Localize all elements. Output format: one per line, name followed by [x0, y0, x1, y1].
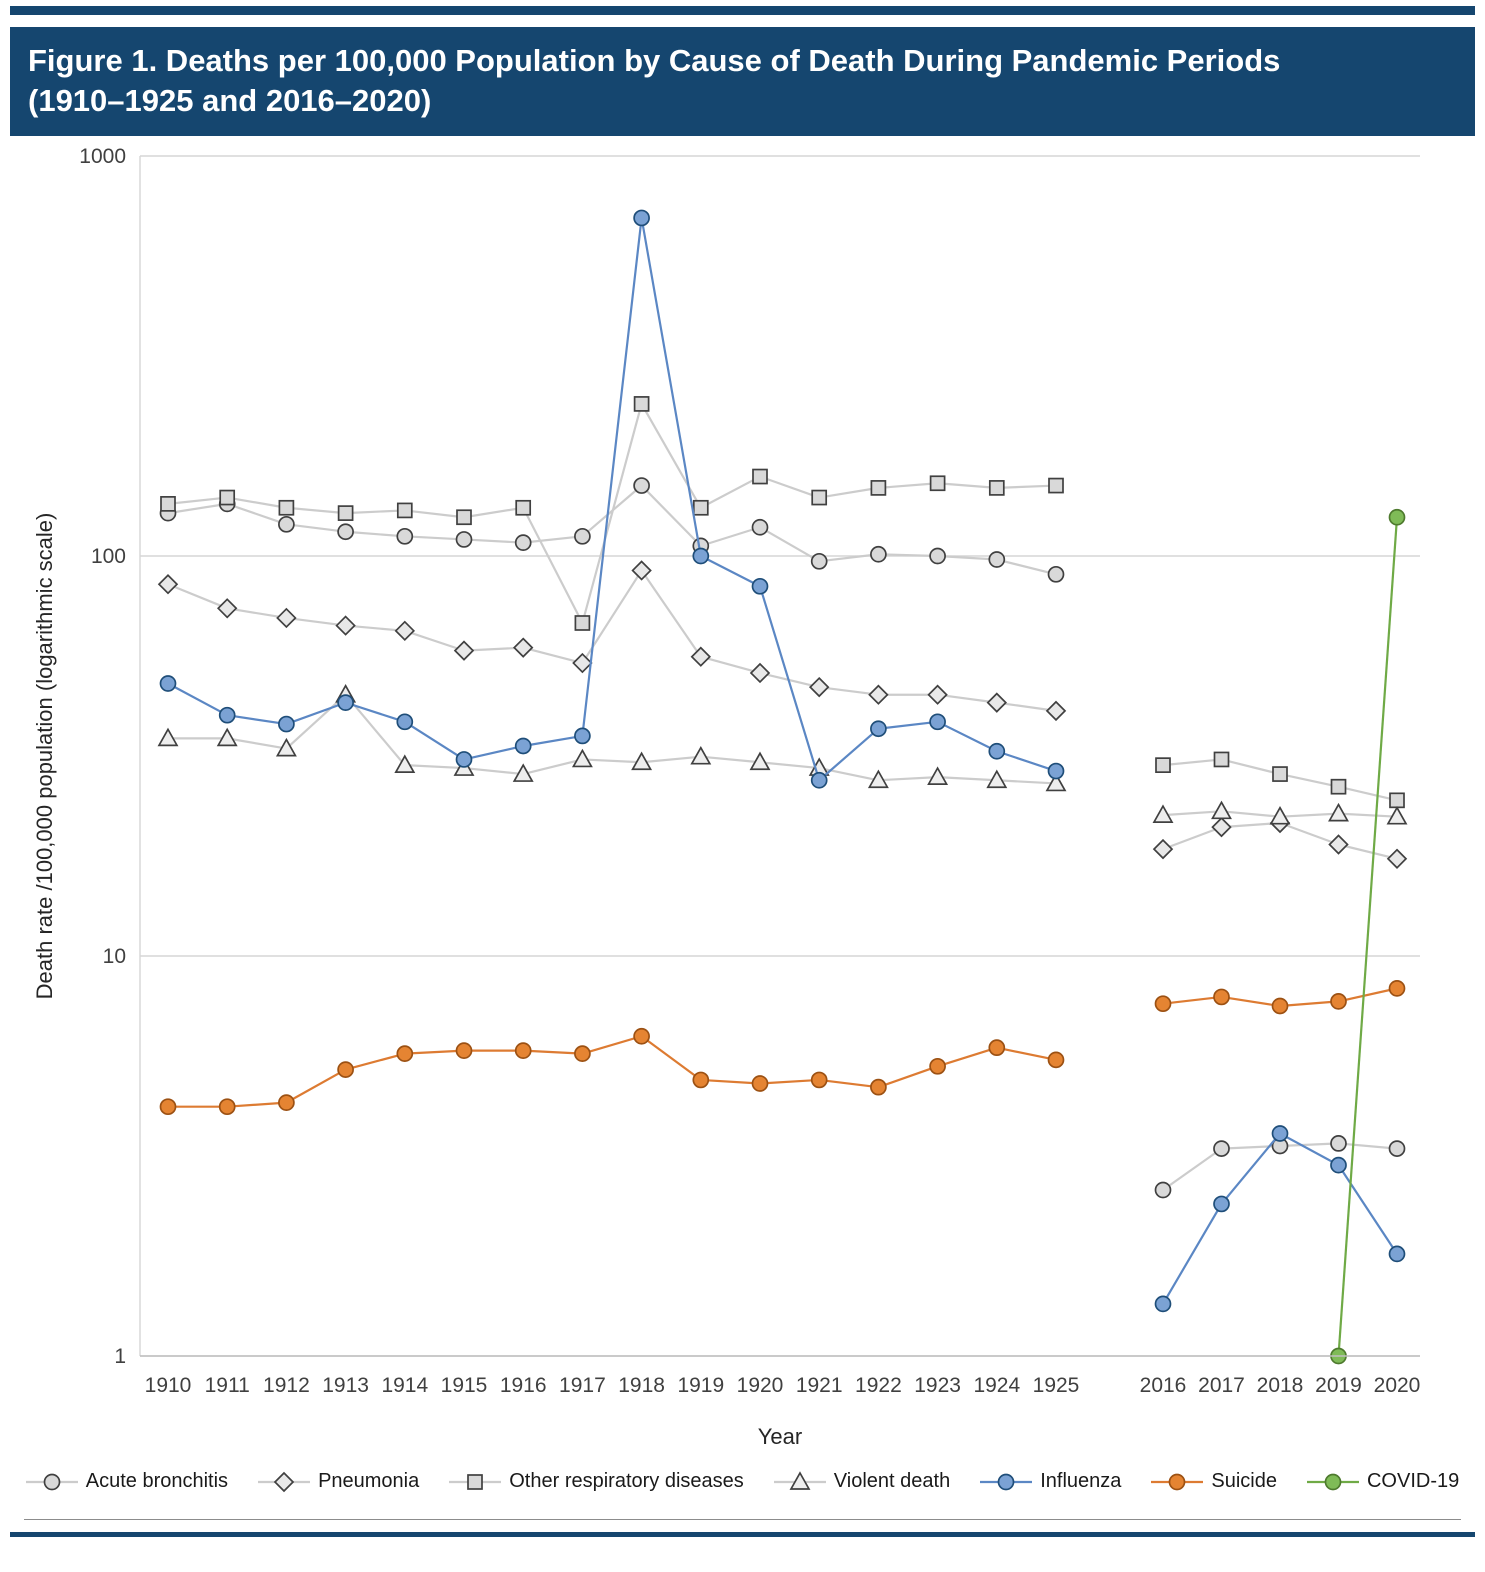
legend-label: Violent death: [833, 1470, 951, 1493]
legend-marker-diamond-icon: [258, 1471, 311, 1493]
x-tick-labels: 1910 1911 1912 1913 1914 1915 1916 1917 1918 1919…: [145, 1374, 1421, 1397]
legend-item-violent-death: Violent death: [773, 1470, 951, 1493]
svg-text:1920: 1920: [737, 1374, 784, 1397]
svg-text:1923: 1923: [914, 1374, 961, 1397]
legend-item-covid-19: COVID-19: [1306, 1470, 1460, 1493]
svg-text:1913: 1913: [322, 1374, 369, 1397]
legend-label: Acute bronchitis: [85, 1470, 229, 1493]
chart: 1 10 100 1000 1910 1911 1912 1913 1914 1915 1916 19…: [0, 136, 1485, 1466]
svg-text:1000: 1000: [79, 145, 126, 168]
svg-text:2019: 2019: [1315, 1374, 1362, 1397]
series-pneumonia: [157, 560, 1408, 870]
svg-text:1914: 1914: [381, 1374, 428, 1397]
svg-text:1916: 1916: [500, 1374, 547, 1397]
legend-label: COVID-19: [1366, 1470, 1460, 1493]
legend: Acute bronchitis Pneumonia Other respirato…: [0, 1470, 1485, 1493]
series-influenza: [159, 209, 1406, 1313]
svg-text:1921: 1921: [796, 1374, 843, 1397]
legend-marker-square-icon: [449, 1473, 502, 1490]
svg-text:1910: 1910: [145, 1374, 192, 1397]
figure-title-line2: (1910–1925 and 2016–2020): [28, 82, 432, 118]
svg-text:1912: 1912: [263, 1374, 310, 1397]
bottom-hairline: [24, 1519, 1461, 1521]
svg-text:1917: 1917: [559, 1374, 606, 1397]
legend-marker-circle-icon: [980, 1473, 1033, 1491]
svg-text:2020: 2020: [1374, 1374, 1421, 1397]
svg-text:2017: 2017: [1198, 1374, 1245, 1397]
legend-label: Suicide: [1211, 1470, 1277, 1493]
svg-text:1915: 1915: [441, 1374, 488, 1397]
svg-text:1911: 1911: [205, 1374, 250, 1397]
y-axis-title: Death rate /100,000 population (logarith…: [32, 513, 57, 1000]
svg-text:1918: 1918: [618, 1374, 665, 1397]
y-tick-labels: 1 10 100 1000: [79, 145, 126, 1368]
x-axis-title: Year: [758, 1424, 802, 1449]
legend-label: Influenza: [1040, 1470, 1122, 1493]
series-acute-bronchitis: [159, 477, 1406, 1199]
legend-item-pneumonia: Pneumonia: [258, 1470, 419, 1493]
svg-text:2016: 2016: [1140, 1374, 1187, 1397]
legend-label: Other respiratory diseases: [509, 1470, 744, 1493]
svg-text:100: 100: [91, 545, 126, 568]
figure-title-line1: Figure 1. Deaths per 100,000 Population …: [28, 43, 1281, 78]
svg-text:1925: 1925: [1033, 1374, 1080, 1397]
series-covid-19: [1330, 509, 1406, 1365]
legend-item-other-respiratory-diseases: Other respiratory diseases: [449, 1470, 744, 1493]
series-other-respiratory-diseases: [160, 396, 1405, 809]
legend-item-influenza: Influenza: [980, 1470, 1121, 1493]
svg-text:1919: 1919: [677, 1374, 724, 1397]
legend-marker-circle-icon: [1151, 1473, 1204, 1491]
series-suicide: [159, 980, 1406, 1116]
top-accent-bar: [10, 6, 1475, 15]
svg-text:1922: 1922: [855, 1374, 902, 1397]
svg-text:10: 10: [103, 945, 126, 968]
svg-text:1: 1: [114, 1345, 126, 1368]
svg-text:1924: 1924: [973, 1374, 1020, 1397]
legend-item-acute-bronchitis: Acute bronchitis: [25, 1470, 229, 1493]
legend-label: Pneumonia: [318, 1470, 420, 1493]
svg-text:2018: 2018: [1257, 1374, 1304, 1397]
legend-marker-circle-icon: [25, 1473, 78, 1491]
figure-title-band: Figure 1. Deaths per 100,000 Population …: [10, 27, 1475, 137]
legend-marker-triangle-icon: [773, 1471, 826, 1490]
bottom-accent-bar: [10, 1532, 1475, 1538]
series-violent-death: [157, 684, 1408, 825]
legend-item-suicide: Suicide: [1151, 1470, 1277, 1493]
legend-marker-circle-icon: [1306, 1473, 1359, 1491]
